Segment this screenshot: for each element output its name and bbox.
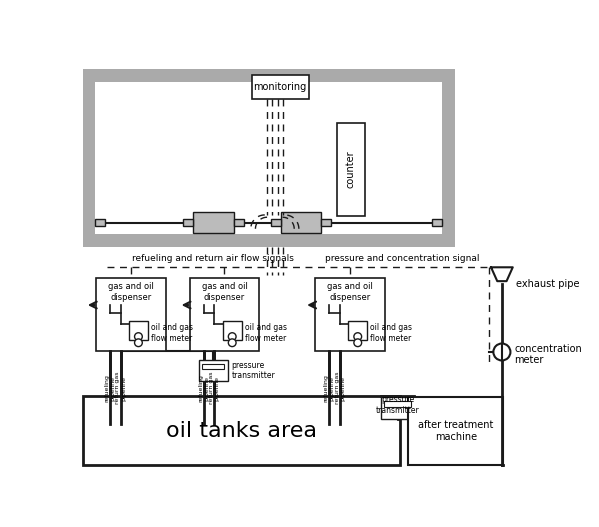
Polygon shape [491,267,513,281]
Text: gas and oil
dispenser: gas and oil dispenser [108,282,153,302]
Text: refueling and return air flow signals: refueling and return air flow signals [132,253,294,262]
Bar [95,82,442,234]
Text: pressure
transmitter: pressure transmitter [376,395,419,415]
Text: return gas
pipeline: return gas pipeline [209,372,220,404]
Bar [381,397,415,419]
Bar [384,401,412,407]
Bar [96,278,165,351]
Text: refueling
pipeline: refueling pipeline [323,374,334,402]
Circle shape [494,344,510,360]
Circle shape [228,339,236,347]
Text: oil and gas
flow meter: oil and gas flow meter [370,323,412,343]
Text: gas and oil
dispenser: gas and oil dispenser [201,282,247,302]
Circle shape [354,339,362,347]
Text: counter: counter [346,151,356,188]
Bar [321,219,331,227]
Bar [432,219,442,227]
Bar [234,219,244,227]
Text: refueling
pipeline: refueling pipeline [198,374,209,402]
Bar [95,219,105,227]
Text: pressure and concentration signal: pressure and concentration signal [325,253,479,262]
Text: gas and oil
dispenser: gas and oil dispenser [327,282,373,302]
Bar [189,278,259,351]
Bar [281,212,321,232]
Bar [408,397,503,465]
Bar [223,321,241,340]
Text: monitoring: monitoring [253,82,307,92]
Text: after treatment
machine: after treatment machine [418,420,494,442]
Text: refueling
pipeline: refueling pipeline [104,374,115,402]
Bar [83,70,455,247]
Text: return gas
pipeline: return gas pipeline [334,372,346,404]
Bar [193,212,234,232]
Bar [129,321,148,340]
Circle shape [135,339,143,347]
Bar [349,321,367,340]
Text: oil and gas
flow meter: oil and gas flow meter [244,323,286,343]
Text: pressure
transmitter: pressure transmitter [231,361,275,380]
Bar [83,396,400,465]
Text: return gas
pipeline: return gas pipeline [115,372,126,404]
Circle shape [135,333,143,340]
Bar [183,219,193,227]
Bar [202,364,225,369]
Text: exhaust pipe: exhaust pipe [516,279,579,289]
Bar [315,278,385,351]
Circle shape [354,333,362,340]
Text: oil tanks area: oil tanks area [166,421,317,441]
Circle shape [228,333,236,340]
Bar [199,360,228,381]
Text: oil and gas
flow meter: oil and gas flow meter [151,323,193,343]
Bar [337,123,365,216]
Bar [252,75,309,100]
Bar [271,219,281,227]
Text: concentration
meter: concentration meter [515,344,582,365]
